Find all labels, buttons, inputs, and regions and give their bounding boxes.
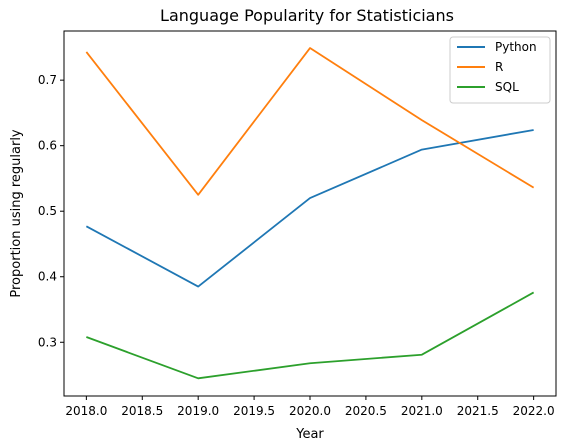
y-tick-label: 0.5	[38, 204, 57, 218]
chart-title: Language Popularity for Statisticians	[160, 6, 454, 25]
y-axis-label: Proportion using regularly	[9, 129, 24, 298]
y-tick-label: 0.4	[38, 270, 57, 284]
x-tick-label: 2018.5	[121, 404, 163, 418]
series-line-sql	[86, 291, 535, 380]
x-tick-label: 2021.5	[457, 404, 499, 418]
y-tick-label: 0.3	[38, 335, 57, 349]
axes-layer: 2018.0 2018.5 2019.0 2019.5 2020.0 2020.5 2021…	[38, 73, 555, 418]
x-tick-label: 2019.0	[177, 404, 219, 418]
x-tick-label: 2019.5	[233, 404, 275, 418]
x-tick-label: 2021.0	[401, 404, 443, 418]
y-tick-label: 0.6	[38, 139, 57, 153]
series-layer	[85, 47, 535, 380]
plot-frame	[63, 30, 557, 397]
x-axis-label: Year	[295, 427, 324, 442]
legend: Python R SQL	[449, 36, 551, 104]
legend-label: R	[495, 60, 503, 74]
legend-label: SQL	[495, 80, 519, 94]
series-line-r	[85, 47, 535, 196]
x-tick-label: 2020.0	[289, 404, 331, 418]
y-tick-label: 0.7	[38, 73, 57, 87]
x-tick-label: 2020.5	[345, 404, 387, 418]
x-tick-label: 2018.0	[65, 404, 107, 418]
x-tick-label: 2022.0	[513, 404, 555, 418]
legend-label: Python	[495, 40, 537, 54]
